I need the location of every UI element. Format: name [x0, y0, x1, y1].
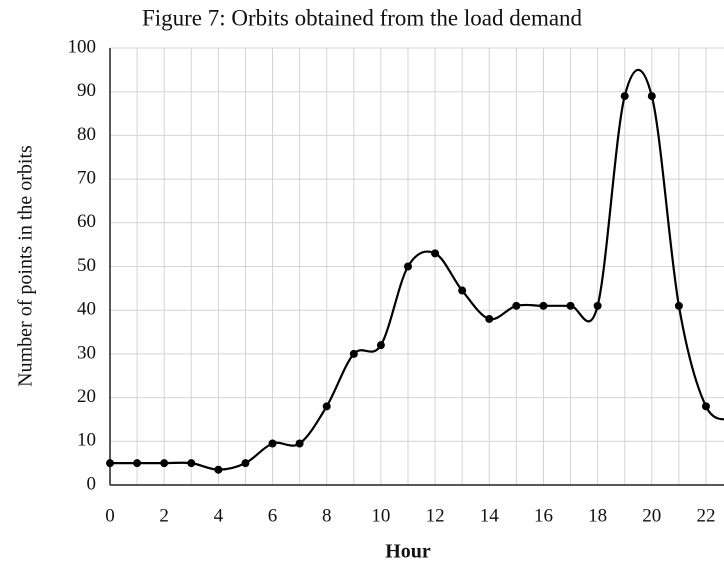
point	[133, 459, 142, 468]
y-tick-label: 10	[77, 430, 96, 451]
x-tick-label: 4	[214, 505, 224, 526]
x-axis-label: Hour	[385, 541, 431, 563]
point	[593, 301, 602, 310]
point	[620, 92, 629, 101]
point	[458, 286, 467, 295]
x-tick-label: 20	[642, 505, 661, 526]
x-tick-label: 0	[105, 505, 115, 526]
point	[349, 349, 358, 358]
x-tick-label: 16	[534, 505, 553, 526]
x-tick-label: 18	[588, 505, 607, 526]
point	[160, 459, 169, 468]
point	[539, 301, 548, 310]
x-tick-label: 22	[696, 505, 715, 526]
point	[241, 459, 250, 468]
y-tick-label: 70	[77, 167, 96, 188]
y-tick-label: 100	[68, 36, 97, 57]
y-tick-label: 40	[77, 299, 96, 320]
point	[566, 301, 575, 310]
point	[214, 465, 223, 474]
point	[187, 459, 196, 468]
point	[295, 439, 304, 448]
y-axis-label: Number of points in the orbits	[15, 145, 37, 387]
x-tick-label: 14	[480, 505, 500, 526]
point	[431, 249, 440, 258]
chart-title: Figure 7: Orbits obtained from the load …	[142, 5, 583, 30]
y-tick-label: 50	[77, 255, 96, 276]
x-tick-label: 2	[159, 505, 169, 526]
point	[512, 301, 521, 310]
line	[109, 68, 724, 471]
y-tick-label: 90	[77, 80, 96, 101]
point	[674, 301, 683, 310]
y-tick-label: 60	[77, 211, 96, 232]
point	[647, 92, 656, 101]
y-tick-label: 20	[77, 386, 96, 407]
x-tick-label: 6	[268, 505, 278, 526]
point	[403, 262, 412, 271]
point	[701, 402, 710, 411]
x-tick-label: 10	[371, 505, 390, 526]
point	[376, 341, 385, 350]
y-tick-label: 0	[87, 473, 97, 494]
x-tick-label: 12	[426, 505, 445, 526]
x-tick-label: 8	[322, 505, 332, 526]
point	[268, 439, 277, 448]
point	[106, 459, 114, 468]
point	[322, 402, 331, 411]
point	[485, 314, 494, 323]
y-tick-label: 80	[77, 124, 96, 145]
y-tick-label: 30	[77, 342, 96, 363]
